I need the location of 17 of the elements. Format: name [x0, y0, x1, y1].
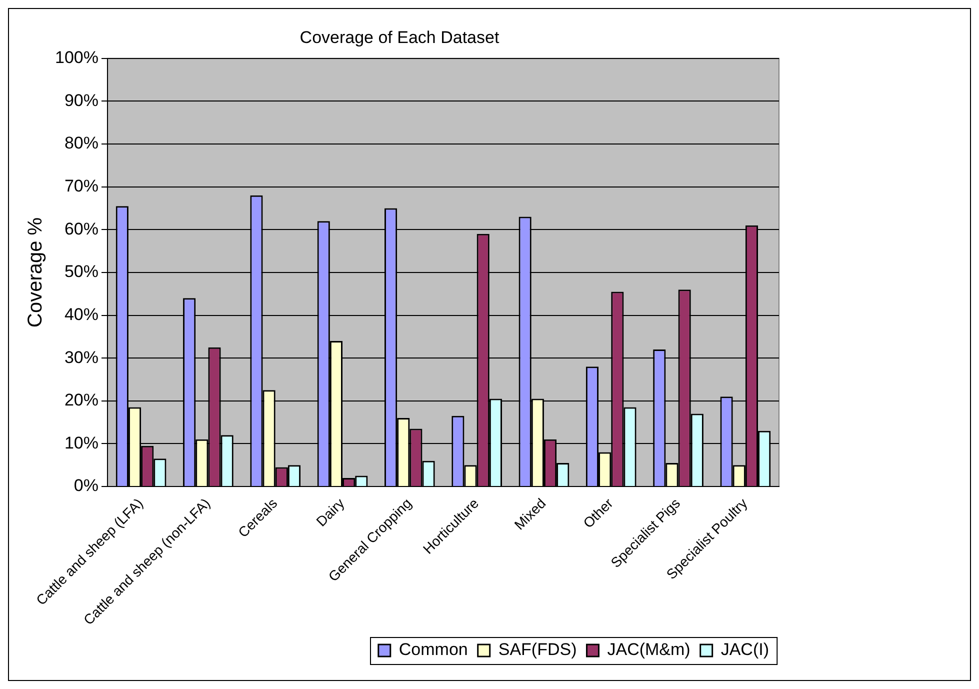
y-tick-label: 60%: [64, 219, 98, 238]
legend-label: Common: [398, 640, 468, 660]
y-tick-label: 50%: [64, 262, 98, 282]
chart-title: Coverage of Each Dataset: [300, 28, 500, 47]
y-tick-label: 80%: [64, 134, 98, 153]
legend-label: JAC(I): [720, 640, 770, 660]
y-tick-label: 10%: [64, 433, 98, 452]
y-tick-label: 70%: [64, 176, 98, 196]
y-tick-label: 0%: [74, 476, 98, 496]
y-tick-label: 100%: [54, 48, 98, 68]
y-axis-title: Coverage %: [24, 217, 47, 328]
legend-label: SAF(FDS): [498, 640, 577, 660]
y-tick-label: 30%: [64, 348, 98, 367]
y-tick-label: 90%: [64, 90, 98, 110]
legend-label: JAC(M&m): [607, 640, 690, 660]
y-tick-label: 40%: [64, 304, 98, 324]
y-tick-label: 20%: [64, 390, 98, 410]
